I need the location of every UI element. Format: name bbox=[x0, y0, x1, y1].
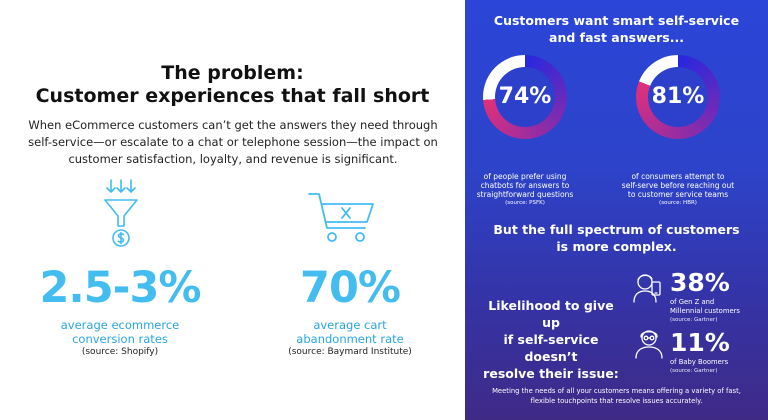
donut-chart-self-serve: 81% bbox=[636, 55, 720, 139]
boomers-source: (source: Gartner) bbox=[670, 368, 718, 374]
likelihood-line-3: resolve their issue: bbox=[483, 366, 619, 381]
self-service-panel: Customers want smart self-service and fa… bbox=[465, 0, 768, 420]
problem-panel: The problem: Customer experiences that f… bbox=[0, 62, 465, 359]
likelihood-line-2: if self-service doesn’t bbox=[503, 332, 599, 364]
abandonment-stat: 70% average cart abandonment rate (sourc… bbox=[250, 266, 450, 359]
conversion-caption-2: conversion rates bbox=[72, 332, 168, 346]
spectrum-line-1: But the full spectrum of customers bbox=[493, 222, 740, 237]
donut-value-self-serve: 81% bbox=[648, 67, 708, 127]
donut-value-chatbots: 74% bbox=[495, 67, 555, 127]
abandonment-value: 70% bbox=[300, 263, 401, 313]
spectrum-line-2: is more complex. bbox=[556, 239, 677, 254]
donut-chart-chatbots: 74% bbox=[483, 55, 567, 139]
title-line-1: The problem: bbox=[161, 62, 304, 84]
gen-z-label-2: Millennial customers bbox=[670, 307, 740, 315]
footer-text: Meeting the needs of all your customers … bbox=[492, 387, 741, 405]
gen-z-label-1: of Gen Z and bbox=[670, 298, 715, 306]
boomers-value: 11% bbox=[670, 328, 730, 357]
gen-z-value: 38% bbox=[670, 268, 730, 297]
abandonment-source: (source: Baymard Institute) bbox=[288, 347, 412, 357]
problem-title: The problem: Customer experiences that f… bbox=[0, 62, 465, 108]
conversion-stat: 2.5-3% average ecommerce conversion rate… bbox=[20, 266, 220, 359]
likelihood-text: Likelihood to give up if self-service do… bbox=[481, 297, 621, 382]
likelihood-line-1: Likelihood to give up bbox=[488, 298, 614, 330]
spectrum-heading: But the full spectrum of customers is mo… bbox=[465, 221, 768, 255]
boomers-label: of Baby Boomers bbox=[670, 358, 729, 366]
donut-caption-line: self-serve before reaching out bbox=[621, 181, 735, 190]
problem-intro: When eCommerce customers can’t get the a… bbox=[28, 118, 438, 166]
older-person-icon bbox=[635, 330, 663, 359]
abandonment-caption-2: abandonment rate bbox=[296, 332, 404, 346]
abandonment-caption-1: average cart bbox=[313, 318, 387, 332]
donut-caption-line: to customer service teams bbox=[627, 190, 729, 199]
cart-x-icon bbox=[308, 193, 374, 242]
young-person-phone-icon bbox=[633, 274, 661, 303]
title-line-2: Customer experiences that fall short bbox=[35, 85, 430, 107]
conversion-caption-1: average ecommerce bbox=[60, 318, 180, 332]
donut-caption-self-serve: of consumers attempt to self-serve befor… bbox=[618, 172, 738, 208]
donut-caption-line: of consumers attempt to bbox=[631, 172, 725, 181]
donut-source: (source: PSFK) bbox=[505, 200, 545, 206]
funnel-dollar-icon bbox=[104, 179, 138, 247]
donut-caption-line: straightforward questions bbox=[476, 190, 574, 199]
conversion-source: (source: Shopify) bbox=[81, 347, 159, 357]
donut-caption-line: of people prefer using bbox=[483, 172, 567, 181]
conversion-value: 2.5-3% bbox=[39, 263, 201, 313]
donut-caption-chatbots: of people prefer using chatbots for answ… bbox=[465, 172, 585, 208]
self-service-heading: Customers want smart self-service and fa… bbox=[465, 12, 768, 46]
donut-caption-line: chatbots for answers to bbox=[480, 181, 570, 190]
heading-line-2: and fast answers... bbox=[549, 30, 684, 45]
heading-line-1: Customers want smart self-service bbox=[493, 13, 740, 28]
donut-source: (source: HBR) bbox=[659, 200, 697, 206]
gen-z-source: (source: Gartner) bbox=[670, 317, 718, 323]
